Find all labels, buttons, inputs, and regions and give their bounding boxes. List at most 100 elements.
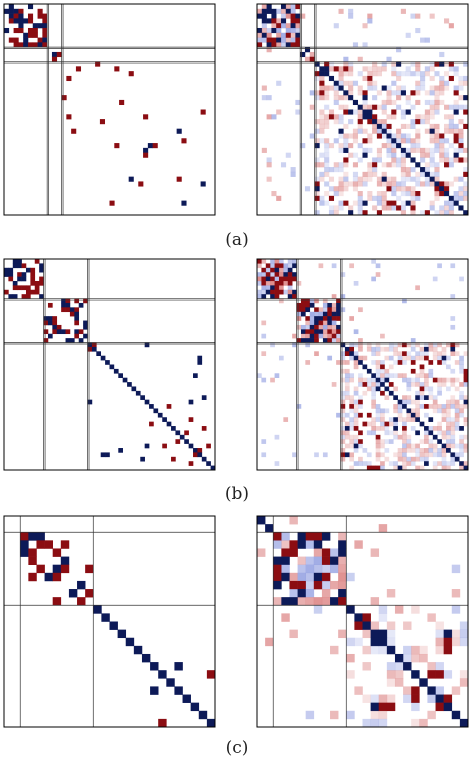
matrix-cell — [428, 404, 434, 409]
matrix-cell — [396, 181, 402, 187]
matrix-cell — [343, 123, 349, 129]
matrix-cell — [274, 294, 280, 299]
matrix-cell — [283, 417, 289, 422]
matrix-cell — [380, 465, 385, 471]
matrix-cell — [370, 694, 380, 703]
matrix-cell — [388, 417, 394, 422]
matrix-cell — [348, 152, 354, 158]
matrix-cell — [358, 342, 363, 348]
matrix-cell — [420, 75, 426, 82]
matrix-cell — [397, 342, 403, 348]
matrix-cell — [437, 351, 442, 357]
matrix-cell — [435, 637, 444, 647]
matrix-cell — [415, 377, 420, 383]
matrix-cell — [362, 382, 368, 387]
matrix-cell — [391, 99, 397, 106]
matrix-cell — [405, 95, 411, 101]
matrix-cell — [437, 386, 442, 392]
matrix-cell — [381, 195, 387, 201]
matrix-cell — [349, 404, 355, 409]
matrix-cell — [429, 66, 435, 72]
matrix-cell — [330, 597, 339, 606]
matrix-cell — [43, 329, 49, 335]
matrix-cell — [319, 85, 325, 91]
matrix-cell — [386, 670, 396, 679]
matrix-cell — [17, 263, 22, 269]
matrix-cell — [372, 162, 378, 168]
matrix-cell — [74, 320, 80, 326]
matrix-cell — [402, 355, 407, 361]
matrix-cell — [322, 329, 328, 335]
matrix-cell — [411, 653, 420, 663]
matrix-cell — [18, 8, 24, 14]
matrix-cell — [411, 670, 420, 679]
matrix-cell — [394, 605, 404, 614]
matrix-cell — [429, 152, 435, 158]
matrix-cell — [402, 465, 407, 471]
matrix-cell — [271, 114, 277, 120]
matrix-cell — [375, 373, 381, 378]
matrix-cell — [39, 294, 44, 299]
matrix-cell — [285, 4, 291, 10]
matrix-cell — [450, 382, 456, 387]
matrix-cell — [434, 138, 440, 144]
matrix-cell — [391, 138, 397, 144]
matrix-cell — [388, 461, 394, 466]
matrix-cell — [429, 181, 435, 187]
matrix-cell — [388, 342, 394, 348]
matrix-cell — [448, 61, 454, 67]
matrix-cell — [343, 143, 349, 149]
matrix-cell — [327, 324, 333, 330]
matrix-cell — [292, 259, 297, 264]
matrix-cell — [410, 90, 416, 96]
matrix-cell — [424, 119, 430, 125]
matrix-cell — [459, 448, 464, 453]
matrix-cell — [71, 128, 77, 134]
matrix-cell — [441, 452, 447, 458]
matrix-cell — [376, 119, 382, 125]
matrix-cell — [415, 119, 421, 125]
matrix-cell — [386, 589, 396, 598]
matrix-cell — [27, 32, 34, 38]
matrix-cell — [109, 364, 115, 370]
matrix-cell — [367, 13, 373, 19]
matrix-cell — [463, 195, 469, 201]
matrix-cell — [300, 324, 306, 330]
matrix-cell — [289, 597, 298, 606]
matrix-cell — [292, 452, 297, 458]
matrix-cell — [328, 109, 335, 115]
matrix-cell — [17, 276, 22, 282]
matrix-cell — [434, 85, 440, 91]
matrix-cell — [381, 128, 387, 134]
matrix-cell — [435, 621, 444, 630]
matrix-cell — [371, 351, 376, 357]
matrix-cell — [162, 443, 167, 449]
matrix-cell — [270, 272, 275, 277]
matrix-cell — [197, 452, 203, 458]
matrix-cell — [314, 162, 320, 168]
matrix-cell — [393, 342, 398, 348]
matrix-cell — [314, 181, 320, 187]
matrix-cell — [319, 90, 325, 96]
matrix-cell — [324, 66, 330, 72]
matrix-cell — [297, 556, 306, 565]
matrix-cell — [372, 104, 378, 110]
matrix-cell — [405, 147, 411, 153]
matrix-cell — [388, 346, 394, 352]
matrix-cell — [463, 80, 469, 86]
matrix-cell — [328, 205, 335, 211]
matrix-cell — [276, 18, 282, 24]
matrix-cell — [362, 377, 368, 383]
matrix-cell — [42, 32, 48, 38]
matrix-cell — [420, 210, 426, 216]
matrix-cell — [397, 412, 403, 418]
matrix-cell — [380, 373, 385, 378]
matrix-cell — [453, 176, 459, 182]
matrix-cell — [391, 176, 397, 182]
matrix-cell — [18, 13, 24, 19]
matrix-cell — [397, 448, 403, 453]
matrix-cell — [52, 597, 62, 606]
matrix-cell — [271, 191, 277, 197]
matrix-cell — [340, 368, 346, 374]
matrix-cell — [358, 439, 363, 444]
